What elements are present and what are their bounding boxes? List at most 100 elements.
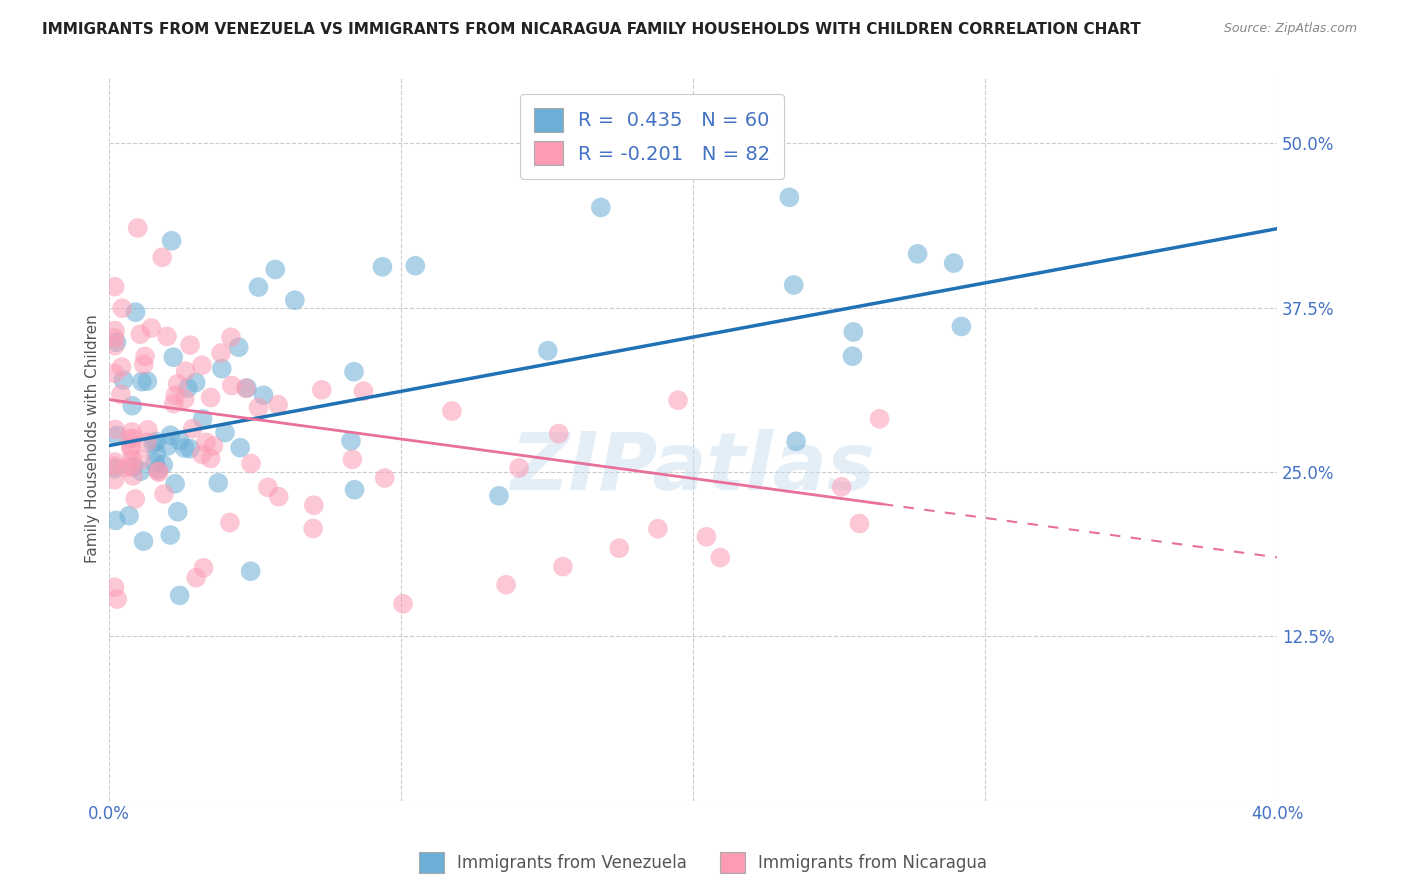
Point [218, 516, 240, 530]
Point [831, 480, 853, 494]
Point [547, 426, 569, 441]
Point [848, 516, 870, 531]
Point [404, 259, 426, 273]
Point [131, 375, 153, 389]
Point [148, 464, 170, 478]
Point [104, 324, 127, 338]
Point [211, 361, 233, 376]
Point [143, 456, 166, 470]
Point [240, 457, 263, 471]
Point [169, 434, 191, 448]
Point [136, 423, 159, 437]
Point [353, 384, 375, 399]
Point [104, 513, 127, 527]
Point [950, 319, 973, 334]
Point [104, 455, 127, 469]
Point [174, 364, 197, 378]
Point [841, 349, 863, 363]
Legend: Immigrants from Venezuela, Immigrants from Nicaragua: Immigrants from Venezuela, Immigrants fr… [412, 846, 994, 880]
Point [209, 346, 232, 360]
Point [110, 360, 132, 375]
Point [111, 301, 134, 316]
Point [132, 358, 155, 372]
Point [120, 442, 142, 457]
Point [488, 489, 510, 503]
Point [709, 550, 731, 565]
Point [104, 422, 127, 436]
Point [191, 359, 214, 373]
Point [153, 487, 176, 501]
Point [121, 431, 143, 445]
Text: IMMIGRANTS FROM VENEZUELA VS IMMIGRANTS FROM NICARAGUA FAMILY HOUSEHOLDS WITH CH: IMMIGRANTS FROM VENEZUELA VS IMMIGRANTS … [42, 22, 1140, 37]
Point [647, 522, 669, 536]
Point [551, 559, 574, 574]
Point [264, 262, 287, 277]
Point [942, 256, 965, 270]
Point [159, 528, 181, 542]
Point [160, 234, 183, 248]
Point [173, 392, 195, 406]
Point [156, 329, 179, 343]
Point [202, 439, 225, 453]
Point [371, 260, 394, 274]
Point [695, 530, 717, 544]
Point [146, 462, 169, 476]
Point [152, 458, 174, 472]
Point [181, 422, 204, 436]
Point [247, 280, 270, 294]
Point [257, 480, 280, 494]
Point [121, 399, 143, 413]
Point [267, 398, 290, 412]
Point [129, 327, 152, 342]
Point [136, 435, 159, 450]
Point [145, 446, 167, 460]
Point [221, 378, 243, 392]
Point [104, 473, 127, 487]
Point [132, 534, 155, 549]
Point [121, 451, 143, 466]
Point [239, 564, 262, 578]
Point [607, 541, 630, 556]
Point [184, 376, 207, 390]
Point [121, 459, 143, 474]
Point [343, 365, 366, 379]
Point [156, 439, 179, 453]
Point [173, 441, 195, 455]
Point [508, 461, 530, 475]
Point [159, 428, 181, 442]
Point [177, 381, 200, 395]
Point [252, 388, 274, 402]
Text: ZIPatlas: ZIPatlas [510, 429, 876, 507]
Point [343, 483, 366, 497]
Point [120, 439, 142, 453]
Point [166, 505, 188, 519]
Text: Source: ZipAtlas.com: Source: ZipAtlas.com [1223, 22, 1357, 36]
Point [228, 340, 250, 354]
Point [219, 330, 242, 344]
Point [311, 383, 333, 397]
Point [440, 404, 463, 418]
Point [340, 434, 363, 448]
Point [284, 293, 307, 308]
Point [235, 381, 257, 395]
Point [142, 437, 165, 451]
Point [169, 588, 191, 602]
Point [110, 387, 132, 401]
Point [104, 366, 127, 380]
Point [136, 374, 159, 388]
Point [666, 393, 689, 408]
Point [537, 343, 560, 358]
Point [247, 401, 270, 415]
Point [104, 331, 127, 345]
Point [229, 441, 252, 455]
Point [115, 460, 138, 475]
Point [589, 201, 612, 215]
Point [302, 521, 325, 535]
Point [104, 339, 127, 353]
Point [118, 508, 141, 523]
Point [179, 442, 201, 456]
Point [112, 373, 135, 387]
Point [104, 580, 127, 594]
Point [191, 412, 214, 426]
Point [124, 305, 146, 319]
